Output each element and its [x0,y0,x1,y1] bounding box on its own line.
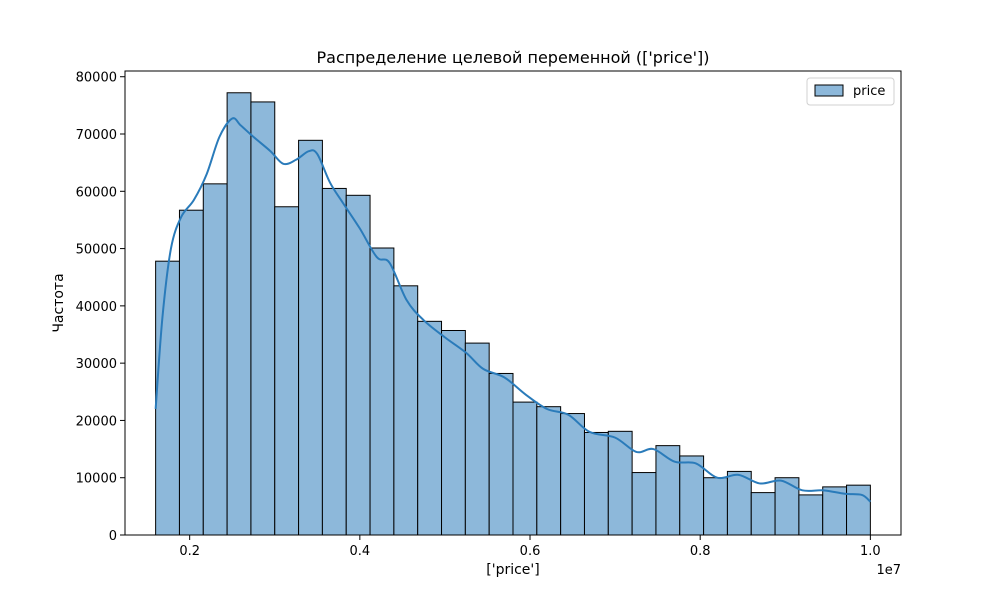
y-axis-ticks: 0 10000 20000 30000 40000 50000 60000 70000 8000… [76,71,125,544]
y-axis-label: Частота [51,273,67,332]
histogram-bar [321,187,347,536]
legend: price [806,77,895,106]
histogram-bar [631,472,657,536]
histogram-bar [464,342,490,536]
y-tick-label: 20000 [76,414,117,429]
histogram-bar [369,247,395,536]
x-axis-offset-text: 1e7 [876,563,901,578]
histogram-bar [155,260,180,536]
histogram-bar [560,413,585,536]
x-tick-label: 0.2 [179,544,200,559]
histogram-bar [750,492,776,536]
x-tick-label: 0.6 [520,544,541,559]
legend-swatch [814,84,844,97]
chart-title: Распределение целевой переменной (['pric… [317,48,710,67]
histogram-bar [846,484,871,536]
y-tick-label: 80000 [76,71,117,86]
y-tick-label: 0 [109,529,117,544]
x-tick-label: 1.0 [860,544,881,559]
y-tick-label: 40000 [76,300,117,315]
x-tick-label: 0.8 [690,544,711,559]
histogram-bar [417,320,443,536]
histogram-bar [488,372,514,536]
histogram-bar [726,470,752,536]
legend-label: price [853,84,885,99]
y-tick-label: 60000 [76,185,117,200]
histogram-bars [155,92,871,536]
kde-curve [154,117,872,503]
histogram-bar [298,139,323,536]
histogram-bar [441,329,466,536]
histogram-bar [798,494,824,536]
y-tick-label: 50000 [76,243,117,258]
histogram-bar [393,285,419,536]
x-axis-label: ['price'] [486,562,539,578]
y-tick-label: 70000 [76,128,117,143]
histogram-bar [345,194,371,536]
y-tick-label: 10000 [76,472,117,487]
x-tick-label: 0.4 [349,544,370,559]
histogram-bar [274,206,300,536]
histogram-bar [512,401,538,536]
x-axis-ticks: 0.2 0.4 0.6 0.8 1.0 [179,535,881,559]
histogram-bar [202,183,228,536]
histogram-bar [226,92,252,536]
histogram-bar [178,209,204,536]
histogram-bar [679,455,705,536]
y-tick-label: 30000 [76,357,117,372]
histogram-bar [250,101,276,536]
histogram-bar [703,477,728,536]
plot-frame [124,70,902,536]
histogram-bar [583,431,609,536]
histogram-bar [536,406,562,536]
